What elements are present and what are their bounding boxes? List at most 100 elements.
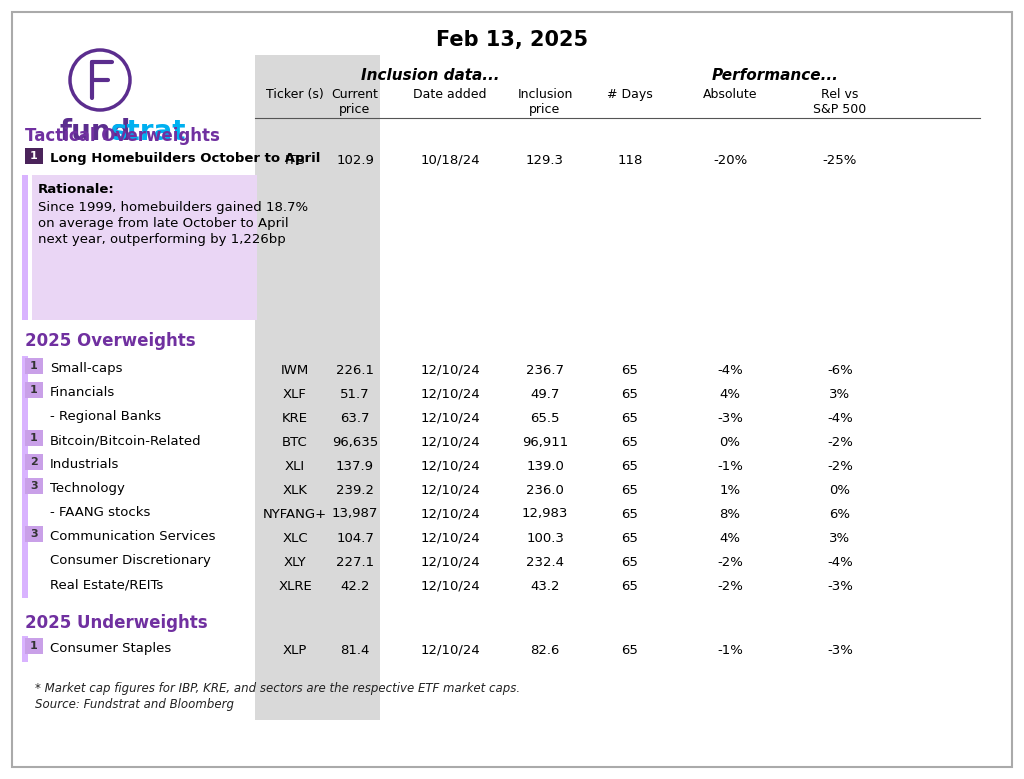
Text: Communication Services: Communication Services — [50, 530, 215, 543]
Text: 102.9: 102.9 — [336, 153, 374, 167]
Text: 63.7: 63.7 — [340, 411, 370, 425]
Text: Date added: Date added — [414, 88, 486, 101]
Text: 96,911: 96,911 — [522, 435, 568, 449]
Text: 104.7: 104.7 — [336, 531, 374, 545]
Text: Ticker (s): Ticker (s) — [266, 88, 324, 101]
FancyBboxPatch shape — [25, 638, 43, 654]
Text: Industrials: Industrials — [50, 458, 120, 471]
FancyBboxPatch shape — [25, 430, 43, 446]
Text: -4%: -4% — [827, 411, 853, 425]
Text: 12/10/24: 12/10/24 — [420, 580, 480, 593]
FancyBboxPatch shape — [32, 175, 257, 320]
Text: 82.6: 82.6 — [530, 643, 560, 657]
Text: Rationale:: Rationale: — [38, 183, 115, 196]
Text: 1: 1 — [30, 433, 38, 443]
Text: XLK: XLK — [283, 484, 307, 496]
Text: 43.2: 43.2 — [530, 580, 560, 593]
Text: 2025 Overweights: 2025 Overweights — [25, 332, 196, 350]
Text: Real Estate/REITs: Real Estate/REITs — [50, 578, 163, 591]
Text: -20%: -20% — [713, 153, 748, 167]
Text: 65: 65 — [622, 580, 638, 593]
Text: 65: 65 — [622, 411, 638, 425]
Text: 12/10/24: 12/10/24 — [420, 555, 480, 569]
Text: 232.4: 232.4 — [526, 555, 564, 569]
Text: Financials: Financials — [50, 386, 116, 399]
Text: 1: 1 — [30, 385, 38, 395]
Text: 12/10/24: 12/10/24 — [420, 484, 480, 496]
Text: 10/18/24: 10/18/24 — [420, 153, 480, 167]
Text: BTC: BTC — [283, 435, 308, 449]
Text: Bitcoin/Bitcoin-Related: Bitcoin/Bitcoin-Related — [50, 434, 202, 447]
Text: 65: 65 — [622, 531, 638, 545]
Text: -4%: -4% — [827, 555, 853, 569]
Text: 12/10/24: 12/10/24 — [420, 643, 480, 657]
Text: -6%: -6% — [827, 364, 853, 376]
Text: 4%: 4% — [720, 531, 740, 545]
FancyBboxPatch shape — [25, 148, 43, 164]
Text: on average from late October to April: on average from late October to April — [38, 217, 289, 230]
Text: Small-caps: Small-caps — [50, 362, 123, 375]
Text: NYFANG+: NYFANG+ — [263, 507, 327, 520]
Text: 2025 Underweights: 2025 Underweights — [25, 614, 208, 632]
FancyBboxPatch shape — [25, 526, 43, 542]
Text: Since 1999, homebuilders gained 18.7%: Since 1999, homebuilders gained 18.7% — [38, 201, 308, 214]
Text: -2%: -2% — [717, 555, 743, 569]
FancyBboxPatch shape — [25, 478, 43, 494]
Text: -2%: -2% — [827, 435, 853, 449]
FancyBboxPatch shape — [22, 356, 28, 598]
Text: 65: 65 — [622, 507, 638, 520]
Text: 4%: 4% — [720, 387, 740, 400]
Text: 96,635: 96,635 — [332, 435, 378, 449]
Text: Technology: Technology — [50, 482, 125, 495]
Text: ITB: ITB — [285, 153, 305, 167]
Text: 118: 118 — [617, 153, 643, 167]
Text: Tactical Overweights: Tactical Overweights — [25, 127, 220, 145]
Text: 12/10/24: 12/10/24 — [420, 531, 480, 545]
Text: 3: 3 — [30, 481, 38, 491]
Text: XLF: XLF — [283, 387, 307, 400]
Text: -3%: -3% — [717, 411, 743, 425]
Text: 129.3: 129.3 — [526, 153, 564, 167]
Text: 12/10/24: 12/10/24 — [420, 460, 480, 473]
Text: * Market cap figures for IBP, KRE, and sectors are the respective ETF market cap: * Market cap figures for IBP, KRE, and s… — [35, 682, 520, 695]
Text: 139.0: 139.0 — [526, 460, 564, 473]
Text: 1: 1 — [30, 361, 38, 371]
FancyBboxPatch shape — [25, 358, 43, 374]
Text: 1%: 1% — [720, 484, 740, 496]
Text: 3: 3 — [30, 529, 38, 539]
Text: -25%: -25% — [823, 153, 857, 167]
Text: 239.2: 239.2 — [336, 484, 374, 496]
Text: -3%: -3% — [827, 643, 853, 657]
Text: 3%: 3% — [829, 531, 851, 545]
Text: Consumer Discretionary: Consumer Discretionary — [50, 554, 211, 567]
Text: 8%: 8% — [720, 507, 740, 520]
Text: 65: 65 — [622, 435, 638, 449]
Text: Performance...: Performance... — [712, 68, 839, 83]
Text: XLY: XLY — [284, 555, 306, 569]
Text: 0%: 0% — [829, 484, 851, 496]
Text: 137.9: 137.9 — [336, 460, 374, 473]
Text: 236.7: 236.7 — [526, 364, 564, 376]
Text: 0%: 0% — [720, 435, 740, 449]
Text: 1: 1 — [30, 641, 38, 651]
Text: fund: fund — [60, 118, 131, 146]
Text: -3%: -3% — [827, 580, 853, 593]
Text: 12/10/24: 12/10/24 — [420, 507, 480, 520]
Text: IWM: IWM — [281, 364, 309, 376]
Text: # Days: # Days — [607, 88, 653, 101]
Text: 65.5: 65.5 — [530, 411, 560, 425]
Text: Inclusion
price: Inclusion price — [517, 88, 572, 116]
Text: next year, outperforming by 1,226bp: next year, outperforming by 1,226bp — [38, 233, 286, 246]
Text: XLC: XLC — [283, 531, 308, 545]
Text: 81.4: 81.4 — [340, 643, 370, 657]
Text: 65: 65 — [622, 364, 638, 376]
Text: -2%: -2% — [827, 460, 853, 473]
Text: 42.2: 42.2 — [340, 580, 370, 593]
Text: KRE: KRE — [282, 411, 308, 425]
Text: 12/10/24: 12/10/24 — [420, 364, 480, 376]
Text: 12/10/24: 12/10/24 — [420, 411, 480, 425]
Text: 12/10/24: 12/10/24 — [420, 387, 480, 400]
Text: -1%: -1% — [717, 643, 743, 657]
Text: -1%: -1% — [717, 460, 743, 473]
FancyBboxPatch shape — [255, 55, 380, 720]
